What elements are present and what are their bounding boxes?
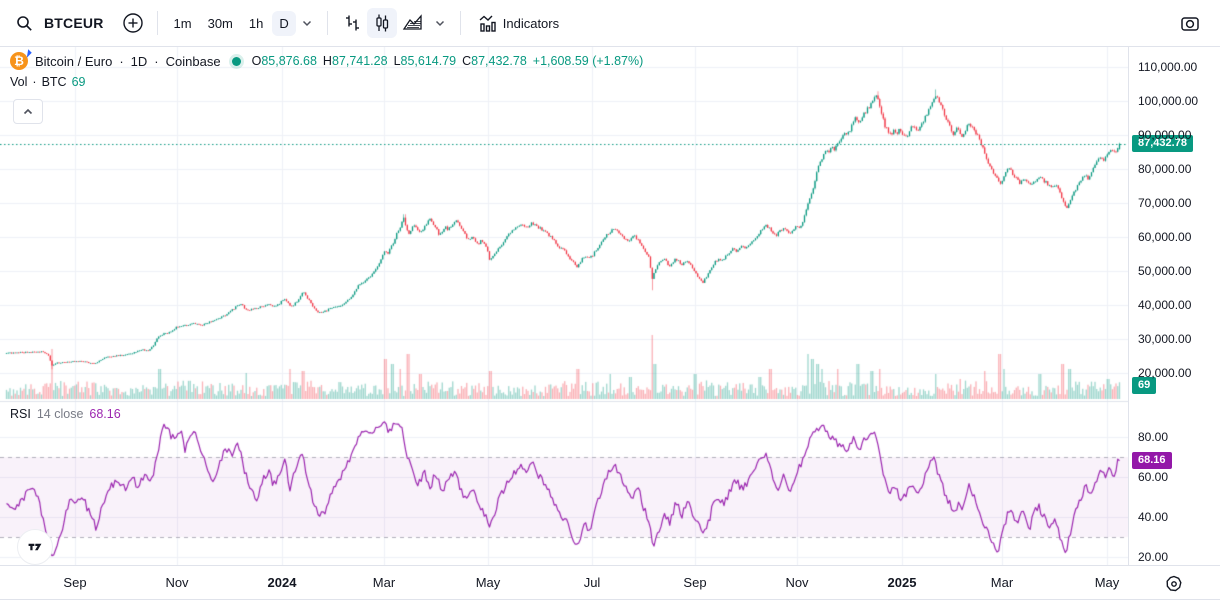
series-title[interactable]: Bitcoin / Euro [35,53,113,69]
price-tick-label: 70,000.00 [1138,196,1192,210]
price-tick-label: 80,000.00 [1138,162,1192,176]
time-tick-label: Mar [372,575,396,590]
price-tick-label: 90,000.00 [1138,128,1192,142]
screenshot-button[interactable] [1174,7,1206,39]
bitcoin-logo-icon: ₿ [10,49,32,70]
legend-separator: · [119,53,124,69]
series-exchange[interactable]: Coinbase [165,53,221,69]
timezone-settings-button[interactable] [1162,572,1186,596]
price-chart-canvas[interactable] [0,47,1128,565]
time-tick-label: Sep [63,575,87,590]
symbol-search-button[interactable] [12,11,37,36]
open-value: 85,876.68 [261,54,317,68]
legend-separator: · [154,53,159,69]
change-value: +1,608.59 (+1.87%) [532,54,644,68]
settings-gear-icon [1164,574,1184,594]
candles-chart-icon [371,12,393,34]
rsi-tick-label: 40.00 [1138,510,1169,524]
rsi-name[interactable]: RSI [10,407,31,421]
chevron-down-icon [300,16,314,30]
chevron-up-icon [22,106,34,118]
high-value: 87,741.28 [331,54,388,68]
time-tick-label: Jul [583,575,601,590]
time-tick-label: May [1094,575,1120,590]
timeframe-30m[interactable]: 30m [201,11,240,36]
volume-value: 69 [71,75,86,89]
volume-unit: BTC [41,75,67,89]
timeframe-menu-button[interactable] [296,12,318,34]
ohlc-values: O85,876.68 H87,741.28 L85,614.79 C87,432… [252,54,644,68]
time-tick-label: Nov [785,575,809,590]
time-tick-label: May [475,575,501,590]
time-tick-label: Nov [165,575,189,590]
rsi-value-badge: 68.16 [1132,452,1172,470]
timeframe-group: 1m 30m 1h D [167,10,296,36]
market-status-dot[interactable] [231,56,241,66]
indicators-label: Indicators [502,15,560,31]
price-tick-label: 50,000.00 [1138,264,1192,278]
timeframe-1m[interactable]: 1m [167,11,199,36]
chart-style-candles-button[interactable] [366,8,397,38]
indicators-icon [477,12,499,34]
last-price-badge: 87,432.78 [1132,135,1193,153]
price-tick-label: 60,000.00 [1138,230,1192,244]
price-tick-label: 100,000.00 [1138,94,1199,108]
compare-add-symbol-button[interactable] [118,8,148,38]
rsi-tick-label: 20.00 [1138,550,1169,564]
rsi-value: 68.16 [89,407,121,421]
timeframe-1h[interactable]: 1h [242,11,270,36]
plus-circle-icon [122,12,144,34]
rsi-tick-label: 60.00 [1138,470,1169,484]
rsi-params: 14 close [36,407,84,421]
toolbar-separator [459,11,461,35]
price-tick-label: 40,000.00 [1138,298,1192,312]
time-tick-label: 2025 [887,575,917,590]
tradingview-logo[interactable] [17,529,53,565]
series-interval[interactable]: 1D [130,53,148,69]
price-axis[interactable]: 87,432.78 69 68.16 110,000.00 100,000.00 9… [1128,47,1220,565]
volume-separator: · [32,75,37,89]
rsi-legend: RSI 14 close 68.16 [10,407,121,421]
symbol-name[interactable]: BTCEUR [44,15,104,31]
bars-chart-icon [341,12,363,34]
open-label: O [251,54,262,68]
camera-icon [1178,11,1202,35]
volume-legend: Vol · BTC 69 [10,75,85,89]
tradingview-logo-glyph [28,543,42,551]
collapse-pane-button[interactable] [13,99,43,124]
timeframe-d[interactable]: D [272,10,296,36]
low-label: L [393,54,401,68]
high-label: H [322,54,332,68]
chart-style-area-button[interactable] [397,8,429,38]
last-volume-badge: 69 [1132,377,1157,394]
price-tick-label: 30,000.00 [1138,332,1192,346]
indicators-button[interactable]: Indicators [470,7,566,39]
time-tick-label: 2024 [267,575,297,590]
price-tick-label: 20,000.00 [1138,366,1192,380]
top-toolbar: BTCEUR 1m 30m 1h D [0,0,1220,47]
time-tick-label: Mar [990,575,1014,590]
chart-style-menu-button[interactable] [429,12,451,34]
close-value: 87,432.78 [471,54,527,68]
chart-panes: ₿ Bitcoin / Euro · 1D · Coinbase O85,876… [0,47,1128,565]
main-series-legend: ₿ Bitcoin / Euro · 1D · Coinbase O85,876… [10,49,644,70]
area-chart-icon [401,12,425,34]
time-tick-label: Sep [683,575,707,590]
chevron-down-icon [433,16,447,30]
close-label: C [462,54,472,68]
time-axis[interactable]: Sep Nov 2024 Mar May Jul Sep Nov 2025 Mar May [0,565,1220,600]
volume-label[interactable]: Vol [10,75,28,89]
toolbar-separator [156,11,158,35]
toolbar-separator [326,11,328,35]
low-value: 85,614.79 [400,54,457,68]
price-tick-label: 110,000.00 [1138,60,1198,74]
chart-style-bars-button[interactable] [337,8,367,38]
search-icon [16,15,33,32]
rsi-tick-label: 80.00 [1138,430,1169,444]
